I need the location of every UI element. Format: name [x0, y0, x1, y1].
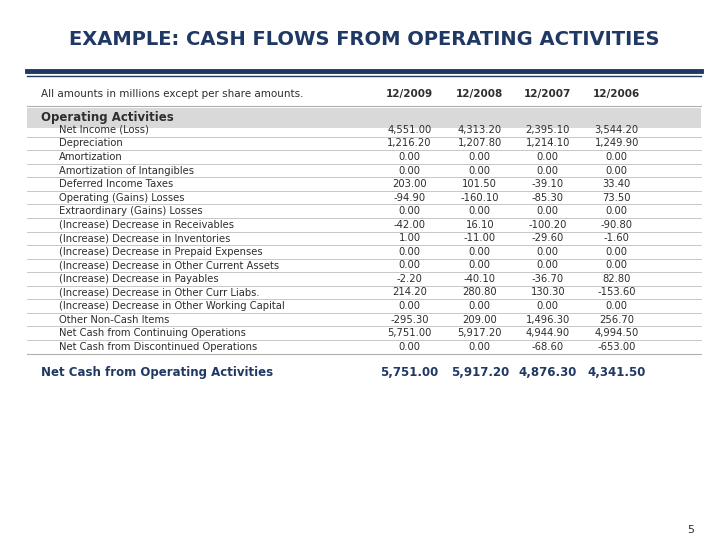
- Text: 4,944.90: 4,944.90: [526, 328, 570, 338]
- Text: 0.00: 0.00: [537, 301, 559, 311]
- Text: 4,994.50: 4,994.50: [595, 328, 638, 338]
- Text: 12/2009: 12/2009: [386, 90, 433, 99]
- Text: 5,917.20: 5,917.20: [457, 328, 502, 338]
- Text: (Increase) Decrease in Inventories: (Increase) Decrease in Inventories: [59, 233, 230, 244]
- Text: 0.00: 0.00: [469, 247, 491, 257]
- Text: 12/2006: 12/2006: [593, 90, 640, 99]
- Text: 0.00: 0.00: [469, 165, 491, 176]
- Text: 0.00: 0.00: [606, 247, 628, 257]
- Text: Depreciation: Depreciation: [59, 139, 122, 149]
- Text: EXAMPLE: CASH FLOWS FROM OPERATING ACTIVITIES: EXAMPLE: CASH FLOWS FROM OPERATING ACTIV…: [68, 30, 660, 49]
- Text: 4,551.00: 4,551.00: [387, 125, 432, 135]
- Text: 12/2008: 12/2008: [456, 90, 503, 99]
- Text: (Increase) Decrease in Other Current Assets: (Increase) Decrease in Other Current Ass…: [59, 260, 279, 270]
- Text: 214.20: 214.20: [392, 287, 427, 298]
- Text: 12/2007: 12/2007: [524, 90, 571, 99]
- Text: 0.00: 0.00: [537, 152, 559, 162]
- Text: Deferred Income Taxes: Deferred Income Taxes: [59, 179, 173, 189]
- Text: 209.00: 209.00: [462, 314, 497, 324]
- Text: 16.10: 16.10: [465, 219, 494, 230]
- Text: Net Cash from Discontinued Operations: Net Cash from Discontinued Operations: [59, 342, 257, 352]
- Text: -94.90: -94.90: [394, 193, 426, 203]
- Text: Operating (Gains) Losses: Operating (Gains) Losses: [59, 193, 184, 203]
- Text: Extraordinary (Gains) Losses: Extraordinary (Gains) Losses: [59, 206, 202, 216]
- Text: 0.00: 0.00: [399, 152, 421, 162]
- Text: -90.80: -90.80: [601, 219, 633, 230]
- Text: 0.00: 0.00: [606, 260, 628, 270]
- Text: (Increase) Decrease in Other Working Capital: (Increase) Decrease in Other Working Cap…: [59, 301, 285, 311]
- Text: 256.70: 256.70: [599, 314, 634, 324]
- Text: Operating Activities: Operating Activities: [41, 111, 174, 124]
- Text: 0.00: 0.00: [537, 165, 559, 176]
- Text: 0.00: 0.00: [537, 247, 559, 257]
- Text: 5,751.00: 5,751.00: [381, 366, 439, 378]
- Text: -39.10: -39.10: [531, 179, 564, 189]
- Text: 0.00: 0.00: [537, 260, 559, 270]
- Text: 0.00: 0.00: [469, 260, 491, 270]
- Text: -100.20: -100.20: [529, 219, 567, 230]
- Text: (Increase) Decrease in Payables: (Increase) Decrease in Payables: [59, 274, 218, 284]
- Text: -160.10: -160.10: [461, 193, 499, 203]
- Text: 130.30: 130.30: [531, 287, 565, 298]
- Text: 5: 5: [687, 525, 694, 535]
- Text: 4,876.30: 4,876.30: [518, 366, 577, 378]
- Text: -11.00: -11.00: [464, 233, 496, 244]
- Text: -42.00: -42.00: [394, 219, 426, 230]
- Text: 1,496.30: 1,496.30: [526, 314, 570, 324]
- Text: (Increase) Decrease in Other Curr Liabs.: (Increase) Decrease in Other Curr Liabs.: [59, 287, 259, 298]
- Text: -40.10: -40.10: [464, 274, 496, 284]
- Text: Amortization: Amortization: [59, 152, 122, 162]
- Text: 1,207.80: 1,207.80: [458, 139, 502, 149]
- Bar: [27, 108, 701, 128]
- Text: 1,216.20: 1,216.20: [387, 139, 432, 149]
- Text: 0.00: 0.00: [469, 152, 491, 162]
- Text: 101.50: 101.50: [462, 179, 497, 189]
- Text: 280.80: 280.80: [462, 287, 497, 298]
- Text: 73.50: 73.50: [602, 193, 631, 203]
- Text: 82.80: 82.80: [603, 274, 630, 284]
- Text: -2.20: -2.20: [397, 274, 422, 284]
- Text: 3,544.20: 3,544.20: [595, 125, 638, 135]
- Text: -295.30: -295.30: [390, 314, 429, 324]
- Text: 1.00: 1.00: [398, 233, 421, 244]
- Text: 0.00: 0.00: [399, 165, 421, 176]
- Text: All amounts in millions except per share amounts.: All amounts in millions except per share…: [41, 90, 304, 99]
- Text: Amortization of Intangibles: Amortization of Intangibles: [59, 165, 194, 176]
- Text: 0.00: 0.00: [399, 301, 421, 311]
- Text: 1,214.10: 1,214.10: [526, 139, 570, 149]
- Text: 203.00: 203.00: [392, 179, 427, 189]
- Text: -85.30: -85.30: [532, 193, 564, 203]
- Text: (Increase) Decrease in Receivables: (Increase) Decrease in Receivables: [59, 219, 234, 230]
- Text: 0.00: 0.00: [537, 206, 559, 216]
- Text: 0.00: 0.00: [606, 206, 628, 216]
- Text: -1.60: -1.60: [604, 233, 630, 244]
- Text: -153.60: -153.60: [598, 287, 636, 298]
- Text: 0.00: 0.00: [469, 301, 491, 311]
- Text: -36.70: -36.70: [531, 274, 564, 284]
- Text: 0.00: 0.00: [469, 342, 491, 352]
- Text: 0.00: 0.00: [606, 165, 628, 176]
- Text: 0.00: 0.00: [606, 301, 628, 311]
- Text: 5,917.20: 5,917.20: [451, 366, 509, 378]
- Text: 33.40: 33.40: [603, 179, 630, 189]
- Text: -29.60: -29.60: [531, 233, 564, 244]
- Text: -68.60: -68.60: [531, 342, 564, 352]
- Text: 0.00: 0.00: [606, 152, 628, 162]
- Text: 4,341.50: 4,341.50: [587, 366, 646, 378]
- Text: 0.00: 0.00: [399, 247, 421, 257]
- Text: (Increase) Decrease in Prepaid Expenses: (Increase) Decrease in Prepaid Expenses: [59, 247, 262, 257]
- Text: -653.00: -653.00: [598, 342, 636, 352]
- Text: 0.00: 0.00: [399, 342, 421, 352]
- Text: Net Income (Loss): Net Income (Loss): [59, 125, 149, 135]
- Text: Net Cash from Operating Activities: Net Cash from Operating Activities: [41, 366, 273, 378]
- Text: 5,751.00: 5,751.00: [387, 328, 432, 338]
- Text: Other Non-Cash Items: Other Non-Cash Items: [59, 314, 169, 324]
- Text: 0.00: 0.00: [399, 206, 421, 216]
- Text: 4,313.20: 4,313.20: [458, 125, 502, 135]
- Text: 0.00: 0.00: [469, 206, 491, 216]
- Text: 1,249.90: 1,249.90: [595, 139, 638, 149]
- Text: 2,395.10: 2,395.10: [526, 125, 570, 135]
- Text: 0.00: 0.00: [399, 260, 421, 270]
- Text: Net Cash from Continuing Operations: Net Cash from Continuing Operations: [59, 328, 245, 338]
